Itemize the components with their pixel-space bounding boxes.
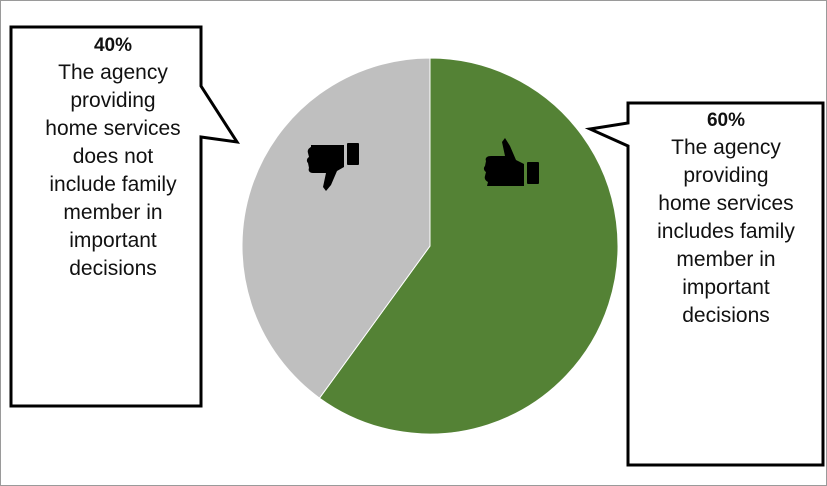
pie-slice-does-not-include [241,57,431,399]
right-callout-box [584,101,825,467]
left-callout-percent: 40% [93,35,133,56]
right-callout-text: 60% The agency providing home services i… [631,108,821,330]
left-callout-line: member in [63,201,163,224]
left-callout-line: does not [72,145,154,168]
right-callout-line: member in [676,248,776,271]
pie-slice-includes [318,57,619,435]
left-callout-line: decisions [69,257,157,280]
right-callout-line: decisions [682,304,770,327]
right-callout-line: important [682,276,770,299]
thumbs-down-icon [306,143,359,191]
right-callout-percent: 60% [706,110,746,131]
pie-slices [241,57,619,435]
left-callout-line: providing [70,89,156,112]
thumbs-up-icon [483,138,539,186]
left-callout-line: The agency [58,61,168,84]
right-callout-line: The agency [671,136,781,159]
right-callout-line: includes family [657,220,795,243]
left-callout-line: include family [49,173,177,196]
left-callout-line: home services [45,117,181,140]
left-callout-line: important [69,229,157,252]
left-callout-box [9,25,241,408]
right-callout-line: providing [683,164,769,187]
right-callout-line: home services [658,192,794,215]
left-callout-text: 40% The agency providing home services d… [15,33,211,283]
